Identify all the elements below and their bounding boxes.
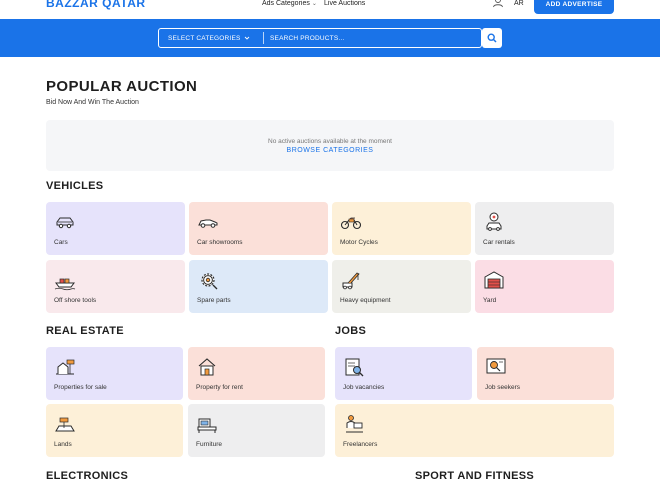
category-card-off-shore-tools[interactable]: Off shore tools [46, 260, 185, 313]
sport-fitness-title: SPORT AND FITNESS [415, 470, 534, 482]
category-card-job-vacancies[interactable]: Job vacancies [335, 347, 472, 400]
category-label: Spare parts [197, 297, 231, 304]
category-card-lands[interactable]: Lands [46, 404, 183, 457]
freelancer-icon [346, 415, 363, 433]
category-select-label: SELECT CATEGORIES [168, 34, 241, 42]
category-card-cars[interactable]: Cars [46, 202, 185, 255]
car-rental-icon [486, 212, 502, 231]
category-label: Job vacancies [343, 384, 385, 391]
house-rent-icon [198, 358, 216, 376]
nav-live-auctions[interactable]: Live Auctions [324, 0, 366, 7]
top-navbar: BAZZAR QATAR Ads Categories ⌄ Live Auctio… [0, 0, 660, 18]
search-band: SELECT CATEGORIES [0, 19, 660, 57]
motorcycle-icon [340, 217, 362, 230]
category-label: Cars [54, 239, 68, 246]
search-button[interactable] [482, 28, 502, 48]
yard-icon [484, 271, 504, 289]
user-icon[interactable] [492, 0, 504, 8]
category-label: Property for rent [196, 384, 243, 391]
category-label: Job seekers [485, 384, 521, 391]
electronics-title: ELECTRONICS [46, 470, 129, 482]
chevron-down-icon [244, 36, 249, 40]
jobs-title: JOBS [335, 325, 367, 337]
furniture-icon [197, 418, 217, 433]
category-card-job-seekers[interactable]: Job seekers [477, 347, 614, 400]
gear-icon [201, 273, 218, 290]
auction-empty-panel: No active auctions available at the mome… [46, 120, 614, 171]
add-advertise-button[interactable]: ADD ADVERTISE [534, 0, 614, 14]
category-card-spare-parts[interactable]: Spare parts [189, 260, 328, 313]
car-icon [56, 217, 74, 229]
category-label: Lands [54, 441, 72, 448]
category-card-properties-for-sale[interactable]: Properties for sale [46, 347, 183, 400]
search-divider [263, 32, 264, 44]
category-card-freelancers[interactable]: Freelancers [335, 404, 614, 457]
property-sale-icon [56, 359, 75, 375]
browse-categories-link[interactable]: BROWSE CATEGORIES [286, 147, 374, 154]
real-estate-title: REAL ESTATE [46, 325, 124, 337]
category-card-furniture[interactable]: Furniture [188, 404, 325, 457]
language-switch[interactable]: AR [514, 0, 524, 7]
site-logo[interactable]: BAZZAR QATAR [46, 0, 146, 10]
category-label: Car showrooms [197, 239, 243, 246]
category-label: Yard [483, 297, 497, 304]
popular-auction-subtitle: Bid Now And Win The Auction [46, 99, 139, 106]
category-select[interactable]: SELECT CATEGORIES [159, 35, 263, 42]
category-label: Freelancers [343, 441, 378, 448]
chevron-down-icon: ⌄ [311, 1, 317, 7]
category-card-car-showrooms[interactable]: Car showrooms [189, 202, 328, 255]
category-card-heavy-equipment[interactable]: Heavy equipment [332, 260, 471, 313]
search-input[interactable] [264, 34, 474, 42]
no-auction-message: No active auctions available at the mome… [268, 138, 392, 145]
job-vacancy-icon [345, 358, 364, 377]
crane-icon [342, 272, 360, 290]
vehicles-title: VEHICLES [46, 180, 104, 192]
popular-auction-title: POPULAR AUCTION [46, 78, 198, 95]
nav-ads-label: Ads Categories [262, 0, 310, 7]
category-card-property-for-rent[interactable]: Property for rent [188, 347, 325, 400]
category-card-car-rentals[interactable]: Car rentals [475, 202, 614, 255]
car-showroom-icon [198, 219, 218, 228]
land-icon [55, 417, 75, 432]
category-card-motor-cycles[interactable]: Motor Cycles [332, 202, 471, 255]
search-icon [487, 33, 497, 43]
job-seeker-icon [486, 358, 506, 374]
category-label: Heavy equipment [340, 297, 391, 304]
category-label: Furniture [196, 441, 223, 448]
category-card-yard[interactable]: Yard [475, 260, 614, 313]
nav-ads-categories[interactable]: Ads Categories ⌄ [262, 0, 317, 7]
category-label: Off shore tools [54, 297, 97, 304]
category-label: Car rentals [483, 239, 515, 246]
search-bar: SELECT CATEGORIES [158, 28, 482, 48]
boat-icon [54, 278, 76, 291]
category-label: Properties for sale [54, 384, 107, 391]
category-label: Motor Cycles [340, 239, 378, 246]
